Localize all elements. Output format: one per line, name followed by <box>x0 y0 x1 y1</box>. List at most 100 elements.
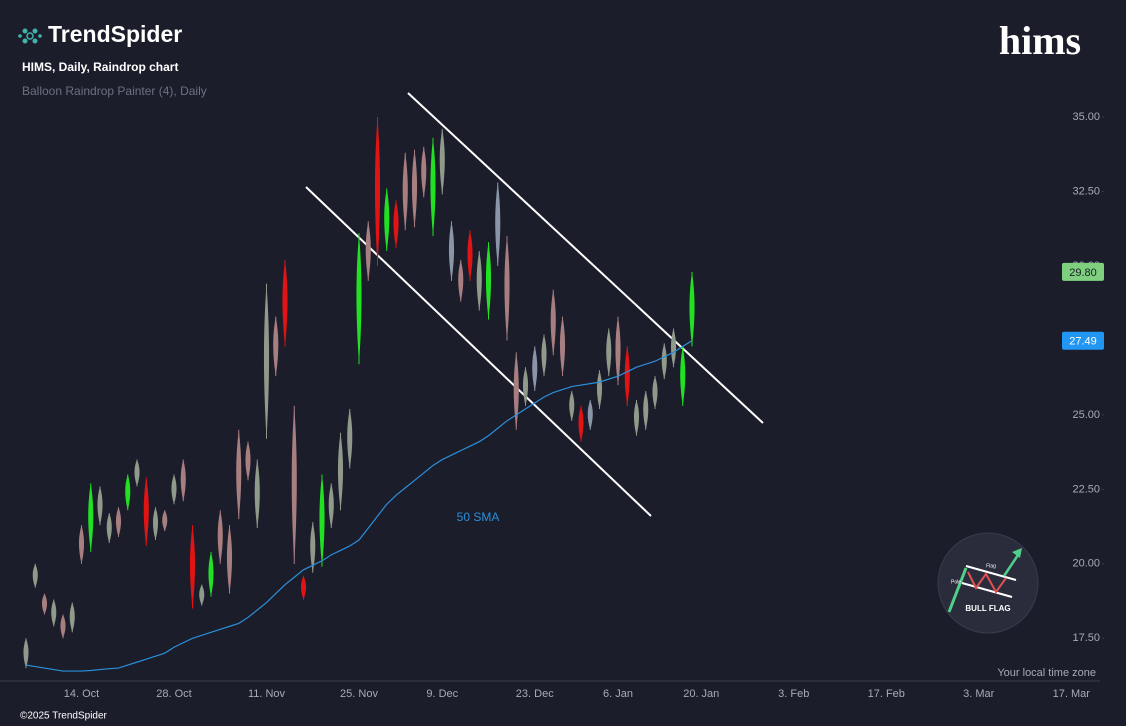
raindrop <box>245 441 251 481</box>
raindrop <box>337 432 344 511</box>
y-tick-label: 22.50 <box>1072 483 1100 495</box>
x-tick-label: 25. Nov <box>340 688 378 700</box>
x-tick-label: 28. Oct <box>156 688 191 700</box>
raindrop <box>643 391 649 430</box>
raindrop <box>78 525 85 564</box>
raindrop <box>273 316 279 377</box>
x-tick-label: 9. Dec <box>426 688 458 700</box>
raindrop <box>680 346 686 406</box>
x-tick-label: 23. Dec <box>516 688 554 700</box>
raindrop <box>458 259 464 302</box>
bull-flag-badge: BULL FLAG Flag Pole <box>937 532 1039 634</box>
raindrop <box>328 483 334 529</box>
brand-name: TrendSpider <box>48 21 182 47</box>
y-tick-label: 25.00 <box>1072 409 1100 421</box>
y-tick-label: 17.50 <box>1072 632 1100 644</box>
sma-label: 50 SMA <box>457 510 500 524</box>
raindrop <box>402 152 408 231</box>
raindrop <box>670 328 677 368</box>
raindrop <box>134 459 140 487</box>
raindrop <box>300 575 307 600</box>
raindrop <box>633 399 640 436</box>
raindrop <box>448 221 455 281</box>
raindrop <box>347 408 353 469</box>
raindrop <box>189 525 196 609</box>
raindrop <box>541 334 547 377</box>
price-tag <box>1062 262 1104 281</box>
raindrop <box>439 128 445 195</box>
badge-pole: Pole <box>951 579 961 585</box>
channel-upper <box>407 92 764 424</box>
raindrop <box>504 236 510 341</box>
raindrop <box>606 328 612 377</box>
raindrop <box>32 563 38 588</box>
raindrop <box>88 483 94 552</box>
raindrop <box>374 116 381 266</box>
raindrop <box>226 525 233 594</box>
x-tick-label: 17. Mar <box>1053 688 1091 700</box>
x-tick-label: 11. Nov <box>248 688 286 700</box>
raindrop <box>310 522 316 573</box>
raindrop <box>217 510 223 564</box>
raindrop <box>689 271 695 347</box>
raindrop <box>319 474 325 567</box>
sma-line <box>25 340 693 672</box>
raindrop <box>467 230 473 281</box>
raindrop <box>513 352 519 430</box>
raindrop <box>384 188 390 252</box>
raindrop <box>254 459 260 529</box>
raindrop <box>356 233 362 365</box>
x-tick-label: 14. Oct <box>64 688 99 700</box>
raindrop <box>532 346 538 392</box>
raindrop <box>171 474 177 505</box>
raindrop <box>60 614 66 639</box>
x-tick-label: 20. Jan <box>683 688 719 700</box>
raindrop <box>495 182 501 266</box>
raindrop <box>208 551 214 597</box>
raindrop <box>522 367 529 406</box>
timezone-note: Your local time zone <box>997 667 1096 679</box>
company-logo: hims <box>999 18 1081 63</box>
raindrop <box>69 602 75 633</box>
x-tick-label: 6. Jan <box>603 688 633 700</box>
raindrop <box>23 638 29 669</box>
raindrop <box>624 346 630 406</box>
raindrop <box>661 343 667 380</box>
raindrop <box>115 507 122 538</box>
brand-logo <box>18 28 42 44</box>
marks <box>23 116 695 672</box>
raindrop <box>199 584 205 606</box>
raindrop <box>51 599 57 627</box>
raindrop <box>411 149 418 228</box>
raindrop <box>162 510 168 532</box>
badge-title: BULL FLAG <box>965 604 1010 613</box>
channel-lower <box>305 186 652 517</box>
x-tick-label: 3. Mar <box>963 688 995 700</box>
raindrop <box>393 200 399 249</box>
raindrop <box>596 370 603 409</box>
price-tag-label: 29.80 <box>1069 267 1097 279</box>
raindrop <box>485 242 492 320</box>
raindrop <box>578 405 584 442</box>
raindrop <box>430 137 436 237</box>
raindrop <box>421 146 427 198</box>
raindrop <box>125 474 131 511</box>
y-tick-label: 35.00 <box>1072 111 1100 123</box>
chart-title: HIMS, Daily, Raindrop chart <box>22 60 178 74</box>
price-tag <box>1062 331 1104 350</box>
y-tick-label: 32.50 <box>1072 185 1100 197</box>
raindrop <box>587 399 593 430</box>
raindrop <box>615 316 621 386</box>
chart-subtitle: Balloon Raindrop Painter (4), Daily <box>22 84 207 98</box>
raindrop <box>476 251 482 311</box>
raindrop <box>263 283 270 439</box>
raindrop <box>143 477 149 546</box>
raindrop <box>41 593 48 615</box>
raindrop <box>365 221 371 281</box>
raindrop <box>559 316 566 377</box>
y-tick-label: 20.00 <box>1072 558 1100 570</box>
badge-flag: Flag <box>986 563 996 569</box>
raindrop <box>97 486 103 526</box>
